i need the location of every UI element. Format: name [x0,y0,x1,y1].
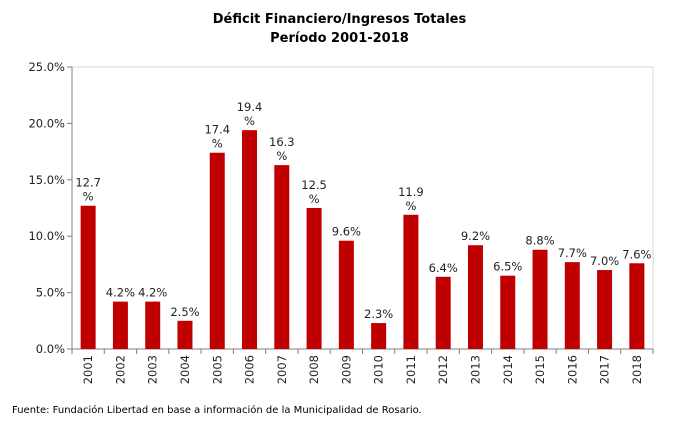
data-label-2018: 7.6% [622,247,651,261]
data-label-2013: 9.2% [461,229,490,243]
x-tick-label: 2004 [178,355,192,384]
x-tick-label: 2005 [210,355,224,384]
data-label-2010: 2.3% [364,307,393,321]
x-tick-label: 2017 [598,355,612,384]
bar-2007 [274,165,290,349]
data-label-2009: 9.6% [332,225,361,239]
data-label-2015: 8.8% [525,234,554,248]
x-tick-label: 2012 [436,355,450,384]
data-label-2004: 2.5% [170,305,199,319]
chart-title-line-2: Período 2001-2018 [270,31,409,46]
y-tick-label: 25.0% [28,60,65,74]
data-label-2016: 7.7% [558,246,587,260]
bar-2013 [467,245,483,349]
bar-2016 [564,262,580,349]
data-label-2007: % [276,149,287,163]
data-label-2001: % [83,190,94,204]
data-label-2011: 11.9 [398,185,424,199]
bar-2003 [145,301,161,349]
bar-2002 [112,301,128,349]
y-tick-label: 5.0% [36,286,65,300]
data-label-2003: 4.2% [138,286,167,300]
data-label-2005: 17.4 [204,123,230,137]
source-note: Fuente: Fundación Libertad en base a inf… [12,405,422,416]
x-tick-label: 2011 [404,355,418,384]
data-label-2001: 12.7 [75,176,101,190]
y-axis: 0.0% 5.0% 10.0% 15.0% 20.0% 25.0% [28,60,73,356]
x-tick-label: 2009 [339,355,353,384]
x-tick-label: 2008 [307,355,321,384]
bar-2015 [532,249,548,349]
x-tick-label: 2007 [275,355,289,384]
x-tick-label: 2016 [565,355,579,384]
data-label-2008: % [309,192,320,206]
data-label-2012: 6.4% [429,261,458,275]
bar-2014 [500,275,516,349]
bar-2008 [306,208,322,349]
data-label-2014: 6.5% [493,260,522,274]
chart-title-line-1: Déficit Financiero/Ingresos Totales [212,12,467,27]
data-label-2005: % [212,137,223,151]
x-tick-label: 2006 [243,355,257,384]
y-tick-label: 20.0% [28,116,65,130]
x-tick-label: 2018 [630,355,644,384]
x-axis: 2001 2002 2003 2004 2005 2006 2007 2008 2009 2010… [71,348,654,384]
bar-2010 [371,323,387,349]
x-tick-label: 2015 [533,355,547,384]
x-tick-label: 2002 [113,355,127,384]
bar-2005 [209,152,225,349]
data-labels: 12.7%4.2% 4.2%2.5%17.4%19.4%16.3%12.5%9.6… [75,100,651,321]
data-label-2002: 4.2% [106,286,135,300]
bar-2012 [435,276,451,349]
bar-2017 [597,270,613,349]
bar-2001 [80,205,96,349]
y-tick-label: 15.0% [28,173,65,187]
data-label-2017: 7.0% [590,254,619,268]
bar-2004 [177,320,193,349]
y-tick-label: 10.0% [28,229,65,243]
data-label-2006: 19.4 [237,100,263,114]
data-label-2011: % [405,199,416,213]
bar-2009 [338,240,354,349]
x-tick-label: 2010 [372,355,386,384]
x-tick-label: 2014 [501,355,515,384]
data-label-2008: 12.5 [301,178,327,192]
bar-2011 [403,214,419,349]
bars [80,130,645,349]
x-tick-label: 2003 [146,355,160,384]
y-tick-label: 0.0% [36,342,65,356]
bar-2018 [629,263,645,349]
data-label-2007: 16.3 [269,135,295,149]
data-label-2006: % [244,114,255,128]
x-tick-label: 2013 [468,355,482,384]
bar-2006 [242,130,258,349]
chart-title: Déficit Financiero/Ingresos Totales Perí… [0,10,679,48]
x-tick-label: 2001 [81,355,95,384]
